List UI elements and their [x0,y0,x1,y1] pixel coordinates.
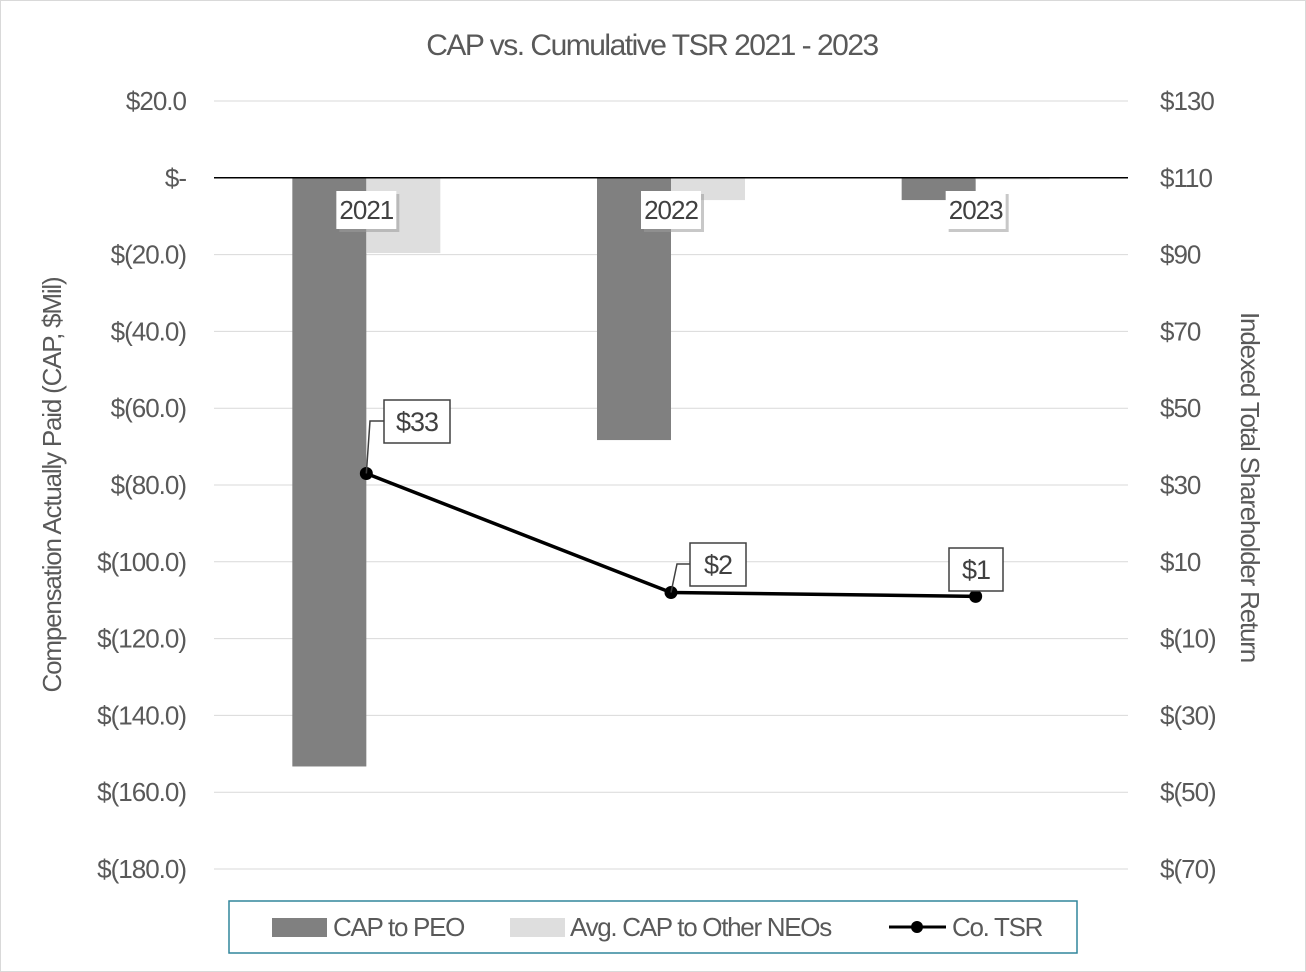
tsr-data-label-box [383,399,451,444]
tsr-data-label: $33 [396,407,438,437]
y-axis-left-title: Compensation Actually Paid (CAP, $Mil) [37,277,67,692]
tsr-data-label-box [689,542,747,587]
category-label-box [336,191,397,229]
y-tick-label-left: $(20.0) [111,240,187,270]
category-label: 2022 [644,195,698,225]
legend-swatch-cap-neo [510,918,565,937]
chart-title: CAP vs. Cumulative TSR 2021 - 2023 [426,29,878,62]
category-label: 2023 [949,195,1003,225]
y-tick-label-right: $70 [1160,316,1201,346]
y-tick-label-left: $(100.0) [97,547,186,577]
y-tick-label-left: $(120.0) [97,624,186,654]
y-tick-label-left: $(40.0) [111,316,187,346]
y-axis-left: $20.0 $- $(20.0) $(40.0) $(60.0) $(80.0) $(100… [97,86,187,884]
category-label-box [945,191,1006,229]
y-axis-right-title: Indexed Total Shareholder Return [1235,312,1265,662]
y-tick-label-right: $(30) [1160,700,1216,730]
tsr-line-path [365,471,976,599]
tsr-data-label: $2 [704,550,732,580]
y-tick-label-left: $(80.0) [111,470,187,500]
category-label: 2021 [339,195,393,225]
category-label-box [641,191,701,229]
legend-swatch-cap-peo [272,918,327,937]
tsr-leader-line [365,420,384,474]
tsr-leader-line [670,563,690,593]
tsr-data-label: $1 [962,555,990,585]
y-tick-label-left: $(140.0) [97,700,186,730]
legend-label-cap-peo: CAP to PEO [333,912,464,942]
y-tick-label-right: $90 [1160,240,1201,270]
y-tick-label-left: $(180.0) [97,854,186,884]
y-tick-label-left: $- [165,163,186,193]
y-tick-label-right: $30 [1160,470,1201,500]
legend-label-tsr: Co. TSR [952,912,1043,942]
legend-swatch-tsr-marker [911,921,923,933]
y-tick-label-right: $(50) [1160,777,1216,807]
legend-label-cap-neo: Avg. CAP to Other NEOs [570,912,832,942]
tsr-series: $33 $2 $1 [359,399,1004,603]
y-tick-label-right: $(10) [1160,624,1216,654]
bar-avg-cap-other-neos [975,177,1050,180]
y-tick-label-right: $10 [1160,547,1201,577]
y-tick-label-left: $20.0 [126,86,187,116]
bar-cap-to-peo [292,177,367,767]
legend: CAP to PEO Avg. CAP to Other NEOs Co. TS… [228,900,1078,954]
y-tick-label-right: $110 [1160,163,1212,193]
y-tick-label-left: $(160.0) [97,777,186,807]
y-tick-label-right: $50 [1160,393,1201,423]
y-tick-label-right: $130 [1160,86,1214,116]
tsr-point [969,589,983,603]
tsr-data-label-box [948,547,1004,592]
y-axis-right: $130 $110 $90 $70 $50 $30 $10 $(10) $(30) $(50) $(… [1160,86,1217,884]
y-tick-label-right: $(70) [1160,854,1216,884]
category-labels: 2021 2022 2023 [336,191,1009,232]
y-tick-label-left: $(60.0) [111,393,187,423]
bars [292,177,1050,767]
